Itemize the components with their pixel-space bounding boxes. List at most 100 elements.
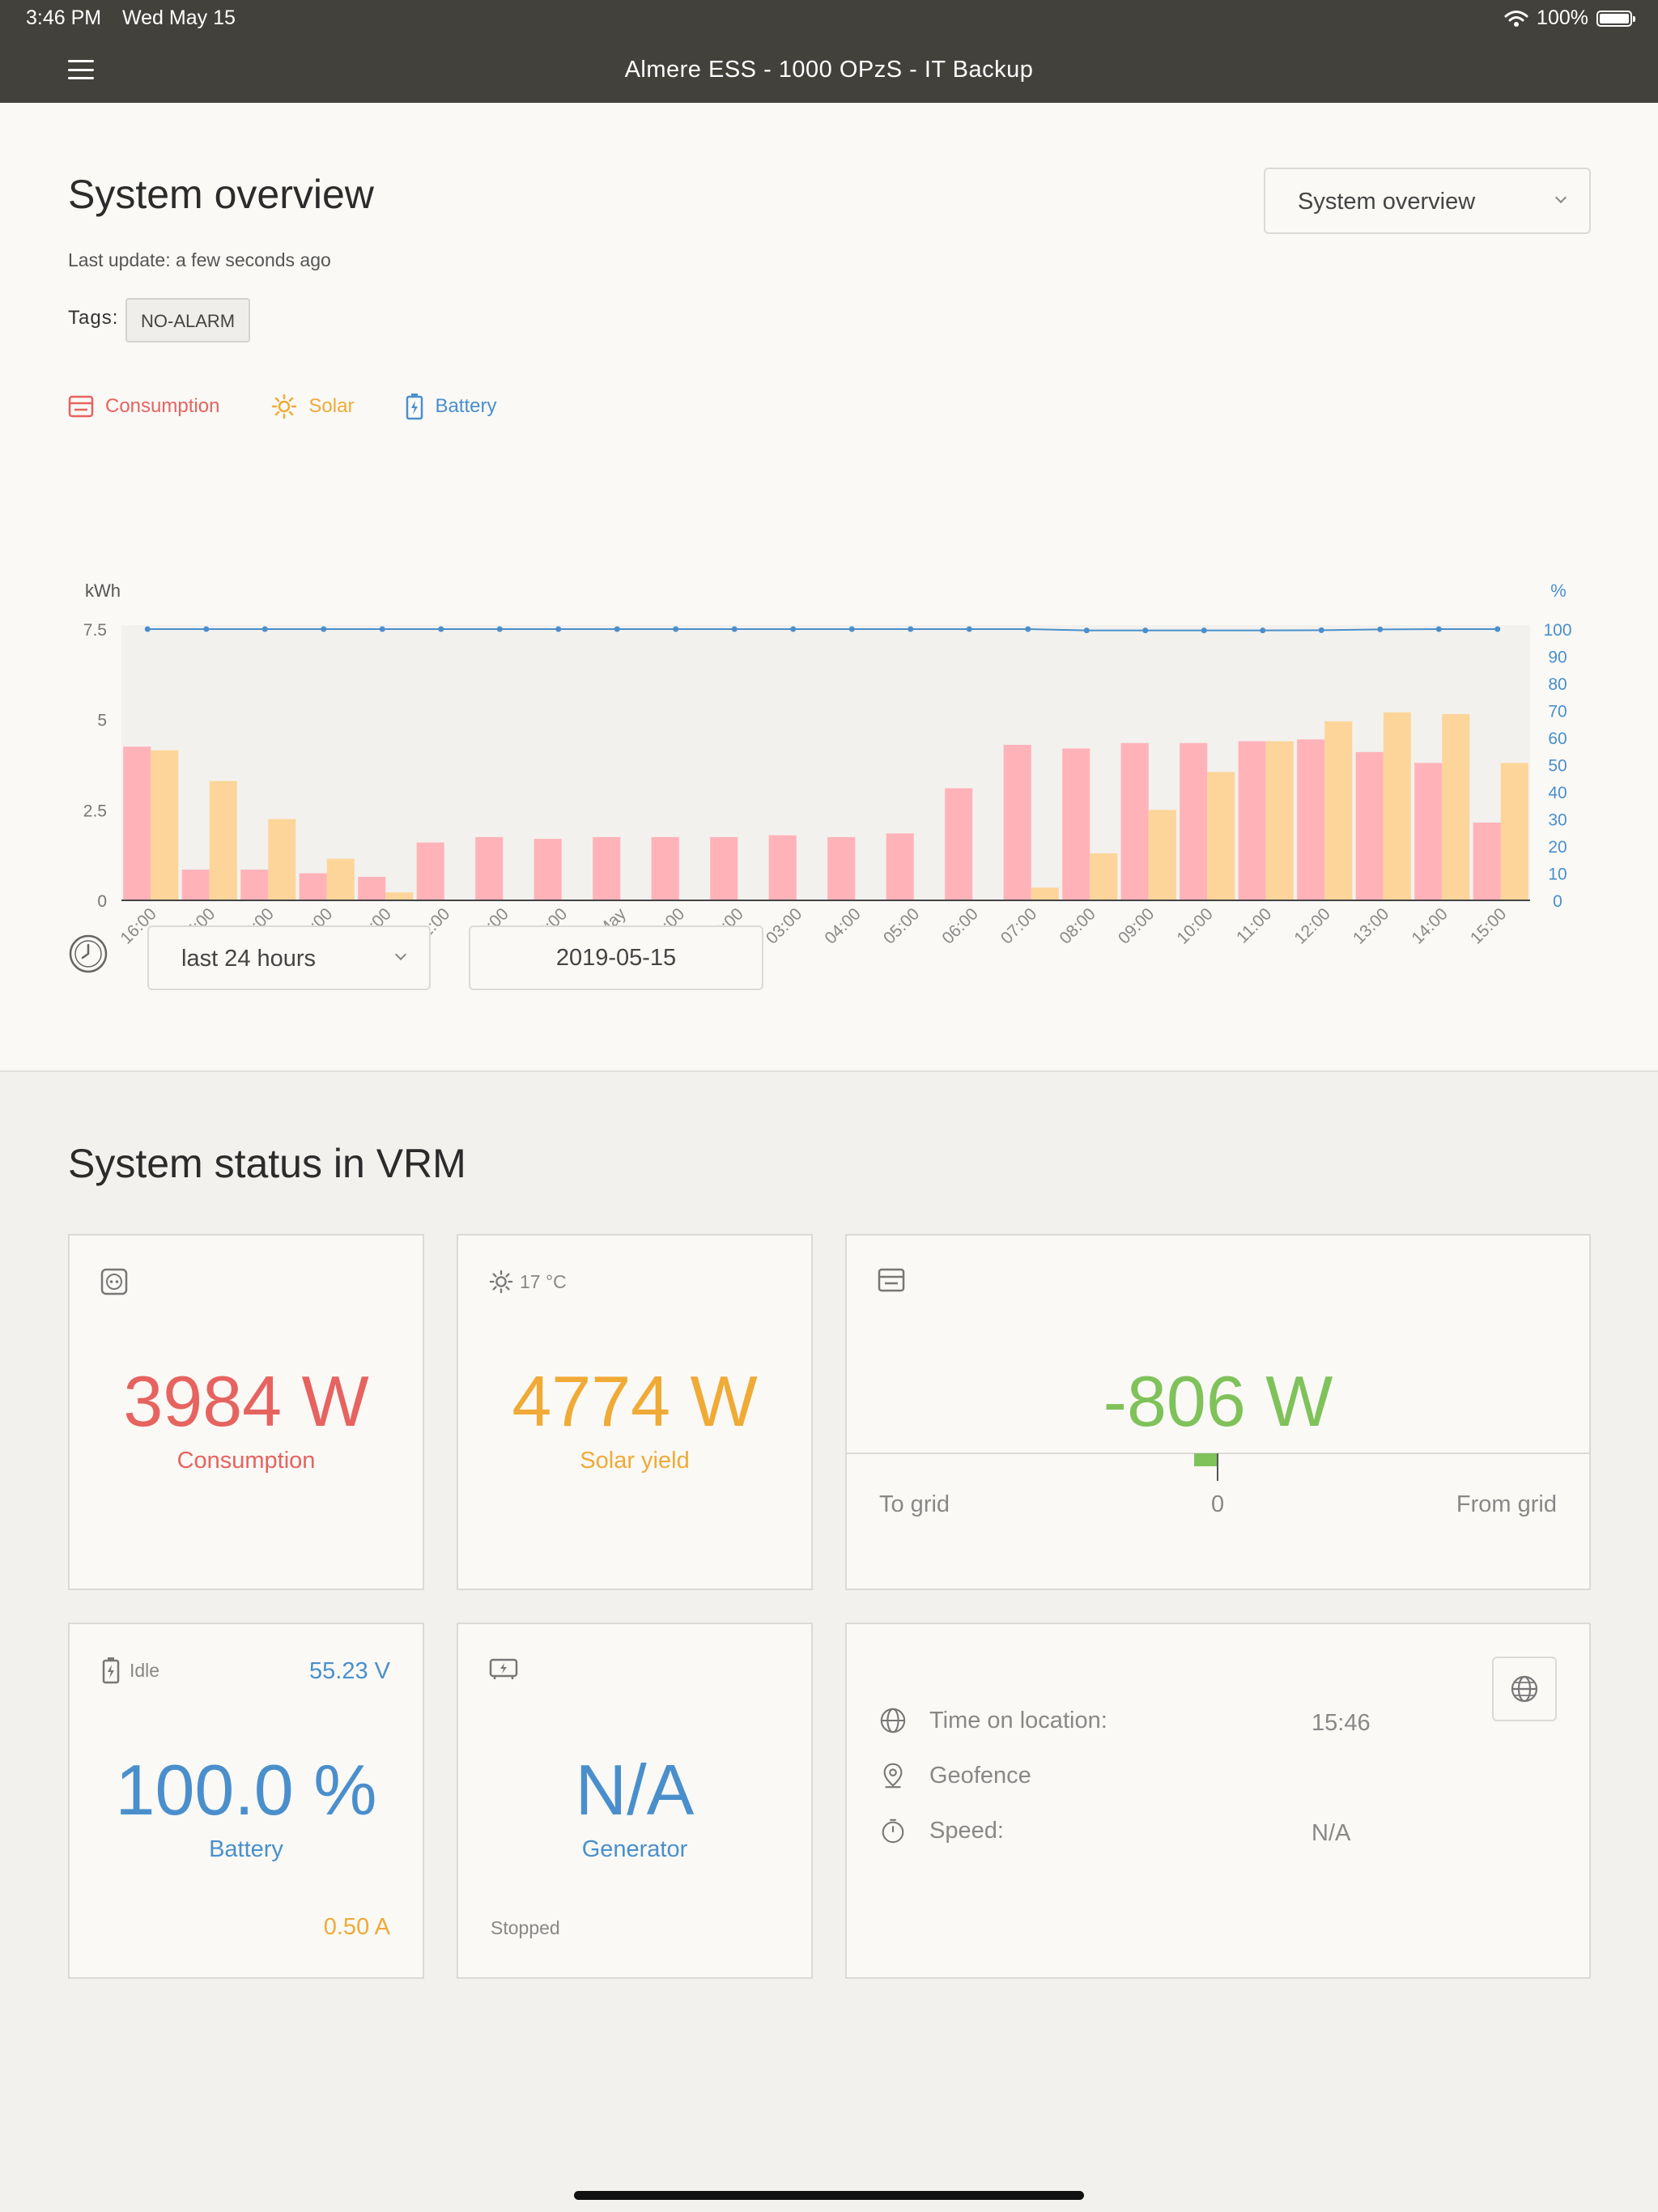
y-tick-right: 50: [1548, 757, 1567, 776]
from-grid-label: From grid: [1456, 1491, 1557, 1517]
chevron-down-icon: [394, 948, 407, 961]
battery-point: [321, 626, 327, 632]
battery-charge-icon: [102, 1657, 120, 1684]
chevron-down-icon: [1554, 191, 1567, 204]
globe-icon: [880, 1708, 906, 1733]
battery-point: [1142, 627, 1149, 634]
generator-card[interactable]: N/A Generator Stopped: [457, 1623, 813, 1979]
y-axis-label-left: kWh: [85, 581, 121, 601]
battery-point: [1025, 626, 1031, 632]
solar-label: Solar yield: [580, 1448, 690, 1474]
consumption-bar: [1355, 751, 1384, 900]
battery-point: [379, 626, 385, 632]
time-range-select[interactable]: last 24 hours: [147, 925, 431, 990]
time-on-location-row: Time on location:: [879, 1707, 1107, 1734]
grid-card[interactable]: -806 W To grid 0 From grid: [845, 1234, 1591, 1590]
time-on-location-label: Time on location:: [929, 1707, 1107, 1733]
speed-label: Speed:: [929, 1817, 1004, 1844]
solar-bar: [1324, 721, 1353, 900]
y-tick-right: 10: [1548, 866, 1567, 884]
solar-bar: [1090, 853, 1118, 900]
overview-panel: System overview Last update: a few secon…: [0, 103, 1658, 1072]
socket-icon: [100, 1268, 128, 1295]
consumption-bar: [1120, 742, 1149, 900]
menu-icon[interactable]: [68, 60, 94, 79]
plot-background: [121, 625, 1530, 900]
y-axis-label-right: %: [1550, 581, 1567, 601]
y-tick-right: 70: [1548, 703, 1567, 721]
map-button[interactable]: [1492, 1657, 1557, 1721]
x-tick-label: 08:00: [1056, 904, 1099, 947]
legend-consumption[interactable]: Consumption: [68, 395, 219, 418]
app-title: Almere ESS - 1000 OPzS - IT Backup: [624, 57, 1034, 83]
consumption-label: Consumption: [176, 1448, 316, 1474]
consumption-bar: [299, 873, 327, 900]
battery-point: [261, 626, 268, 632]
solar-card[interactable]: 17 °C 4774 W Solar yield: [457, 1234, 813, 1590]
legend-consumption-label: Consumption: [105, 395, 220, 417]
x-tick-label: 14:00: [1408, 904, 1451, 947]
y-tick-right: 60: [1548, 730, 1567, 748]
consumption-bar: [1473, 822, 1501, 900]
consumption-bar: [1238, 741, 1266, 900]
legend-battery[interactable]: Battery: [406, 393, 496, 420]
consumption-value: 3984 W: [123, 1361, 369, 1441]
solar-bar: [1383, 712, 1411, 900]
battery-line: [147, 628, 1498, 632]
sun-icon: [272, 393, 297, 419]
sun-icon: [489, 1270, 513, 1294]
date-input[interactable]: 2019-05-15: [469, 925, 763, 990]
battery-point: [1318, 627, 1324, 633]
consumption-bar: [475, 836, 504, 900]
x-tick-label: 07:00: [997, 904, 1040, 947]
page-title: System overview: [68, 172, 374, 217]
consumption-bar: [768, 835, 797, 900]
globe-icon: [1511, 1675, 1538, 1703]
battery-card[interactable]: Idle 55.23 V 100.0 % Battery 0.50 A: [68, 1623, 424, 1979]
status-time: 3:46 PM: [26, 6, 102, 29]
consumption-bar: [181, 870, 210, 900]
legend-solar[interactable]: Solar: [271, 393, 354, 419]
time-on-location-value: 15:46: [1312, 1710, 1371, 1736]
consumption-card[interactable]: 3984 W Consumption: [68, 1234, 424, 1590]
battery-value: 100.0 %: [115, 1750, 377, 1830]
consumption-bar: [945, 788, 973, 900]
consumption-bar: [534, 839, 562, 900]
battery-voltage: 55.23 V: [309, 1658, 390, 1684]
solar-bar: [1265, 741, 1294, 900]
legend-battery-label: Battery: [435, 395, 497, 417]
x-tick-label: 15:00: [1467, 904, 1510, 947]
battery-charge-icon: [406, 393, 423, 420]
energy-chart: kWh7.552.50%100908070605040302010016:001…: [83, 581, 1572, 960]
generator-label: Generator: [581, 1836, 688, 1862]
battery-point: [966, 626, 972, 632]
consumption-bar: [1062, 748, 1090, 900]
generator-icon: [489, 1658, 518, 1679]
battery-point: [144, 626, 151, 632]
battery-point: [555, 626, 562, 632]
consumption-icon: [68, 395, 94, 418]
x-tick-label: 05:00: [880, 904, 923, 947]
consumption-bar: [710, 836, 738, 900]
consumption-bar: [240, 870, 269, 900]
consumption-bar: [416, 842, 444, 900]
speed-value: N/A: [1312, 1820, 1351, 1846]
tag-badge[interactable]: NO-ALARM: [125, 298, 251, 342]
battery-point: [1260, 627, 1266, 634]
battery-point: [203, 626, 210, 632]
speed-row: Speed:: [879, 1817, 1004, 1844]
x-tick-label: 10:00: [1173, 904, 1216, 947]
solar-temp-row: 17 °C: [489, 1270, 567, 1294]
battery-point: [1083, 627, 1090, 634]
solar-bar: [1442, 713, 1470, 900]
x-tick-label: 12:00: [1290, 904, 1333, 947]
geofence-row[interactable]: Geofence: [879, 1762, 1031, 1789]
x-tick-label: 13:00: [1350, 904, 1392, 947]
stopwatch-icon: [882, 1819, 904, 1844]
solar-bar: [1148, 810, 1176, 900]
view-select[interactable]: System overview: [1264, 168, 1591, 234]
battery-label: Battery: [209, 1836, 283, 1862]
y-tick-right: 20: [1548, 838, 1567, 857]
clock-icon[interactable]: [68, 934, 108, 974]
view-select-value: System overview: [1298, 189, 1476, 215]
